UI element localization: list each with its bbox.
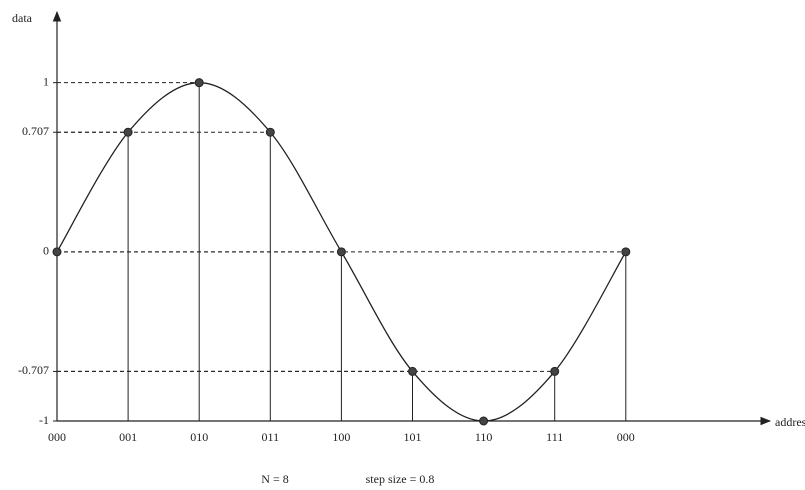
x-tick-label: 111 xyxy=(546,430,563,444)
y-tick-label: -0.707 xyxy=(18,363,49,377)
x-tick-label: 101 xyxy=(404,430,422,444)
x-axis-label: address xyxy=(775,415,805,429)
x-tick-label: 011 xyxy=(262,430,280,444)
sample-point xyxy=(337,248,345,256)
sample-point xyxy=(53,248,61,256)
sample-point xyxy=(480,417,488,425)
y-tick-label: 0 xyxy=(43,244,49,258)
sample-point xyxy=(195,79,203,87)
annotation: step size = 0.8 xyxy=(366,472,435,486)
x-tick-label: 010 xyxy=(190,430,208,444)
annotation: N = 8 xyxy=(261,472,288,486)
sample-point xyxy=(409,367,417,375)
x-tick-label: 001 xyxy=(119,430,137,444)
y-tick-label: -1 xyxy=(39,413,49,427)
y-tick-label: 0.707 xyxy=(22,124,49,138)
chart: data address N = 8 step size = 0.8 -1 -0.… xyxy=(0,0,805,490)
y-axis-label: data xyxy=(12,11,33,25)
y-tick-label: 1 xyxy=(43,74,49,88)
x-tick-label: 000 xyxy=(48,430,66,444)
sample-point xyxy=(622,248,630,256)
sample-point xyxy=(124,128,132,136)
x-tick-label: 110 xyxy=(475,430,493,444)
sample-point xyxy=(551,367,559,375)
sample-point xyxy=(266,128,274,136)
x-tick-label: 100 xyxy=(332,430,350,444)
x-tick-label: 000 xyxy=(617,430,635,444)
